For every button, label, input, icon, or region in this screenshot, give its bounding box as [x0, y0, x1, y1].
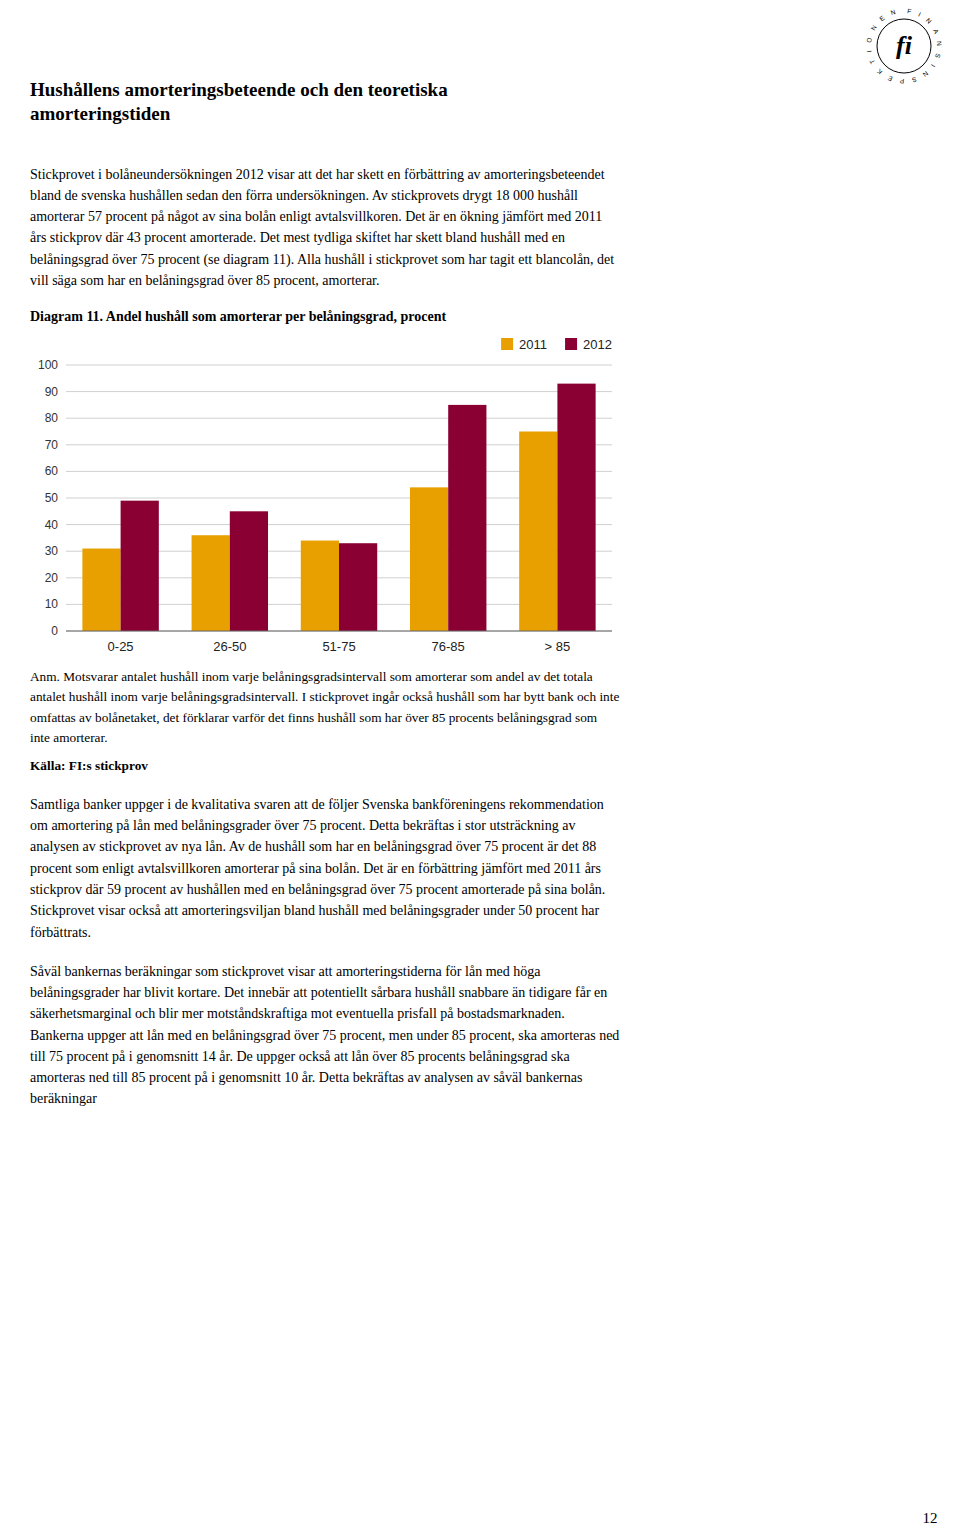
bar — [230, 511, 268, 631]
bar — [121, 501, 159, 631]
logo-circle — [877, 19, 931, 73]
x-tick-label: 76-85 — [432, 639, 465, 654]
bar — [519, 432, 557, 632]
grid-line — [66, 365, 612, 366]
x-tick-label: 26-50 — [213, 639, 246, 654]
y-tick-label: 90 — [45, 385, 59, 399]
x-tick-label: 51-75 — [322, 639, 355, 654]
y-tick-label: 20 — [45, 571, 59, 585]
x-axis-line — [66, 631, 612, 632]
y-tick-label: 70 — [45, 438, 59, 452]
logo-mark: fi — [896, 31, 913, 60]
logo: fiFINANSINSPEKTIONEN — [862, 4, 946, 88]
y-tick-label: 60 — [45, 464, 59, 478]
y-tick-label: 50 — [45, 491, 59, 505]
x-tick-label: 0-25 — [108, 639, 134, 654]
y-tick-label: 40 — [45, 518, 59, 532]
bar — [82, 549, 120, 631]
grid-line — [66, 418, 612, 419]
page: {"chart_data": {"type": "bar", "title": … — [0, 0, 960, 1538]
note: Anm. Motsvarar antalet hushåll inom varj… — [30, 667, 620, 748]
bars — [82, 384, 595, 631]
legend-swatch — [501, 338, 513, 350]
paragraph: Såväl bankernas beräkningar som stickpro… — [30, 961, 620, 1110]
y-tick-label: 100 — [38, 358, 58, 372]
bar — [448, 405, 486, 631]
y-tick-label: 10 — [45, 597, 59, 611]
y-tick-label: 0 — [51, 624, 58, 638]
bar — [557, 384, 595, 631]
page-number: 12 — [910, 1510, 950, 1527]
grid-line — [66, 631, 612, 632]
chart: 0 10 20 30 40 50 60 70 80 90 100 0-25 26-50 51-75 76-8… — [30, 331, 620, 661]
paragraph: Stickprovet i bolåneundersökningen 2012 … — [30, 164, 620, 292]
legend: 2012 2011 — [501, 337, 612, 352]
logo-ring-path-text: FINANSINSPEKTIONEN — [865, 7, 943, 85]
legend-label: 2011 — [519, 337, 547, 352]
legend-swatch — [565, 338, 577, 350]
bar — [410, 487, 448, 631]
x-tick-label: > 85 — [545, 639, 571, 654]
legend-label: 2012 — [583, 337, 612, 352]
bar — [301, 541, 339, 631]
chart-title: Diagram 11. Andel hushåll som amorterar … — [30, 309, 620, 325]
paragraph: Samtliga banker uppger i de kvalitativa … — [30, 794, 620, 943]
logo-ring-text: FINANSINSPEKTIONEN — [865, 7, 943, 85]
source: Källa: FI:s stickprov — [30, 758, 620, 774]
text-column: Hushållens amorteringsbeteende och den t… — [30, 78, 620, 1128]
y-tick-label: 80 — [45, 411, 59, 425]
bar — [339, 543, 377, 631]
bar — [192, 535, 230, 631]
y-tick-label: 30 — [45, 544, 59, 558]
heading: Hushållens amorteringsbeteende och den t… — [30, 78, 620, 126]
grid-line — [66, 391, 612, 392]
